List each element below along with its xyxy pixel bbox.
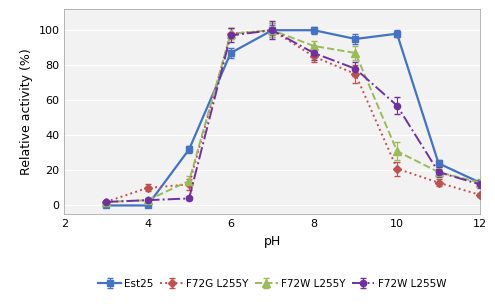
Legend: Est25, F72G L255Y, F72W L255Y, F72W L255W: Est25, F72G L255Y, F72W L255Y, F72W L255… xyxy=(97,277,448,291)
Y-axis label: Relative activity (%): Relative activity (%) xyxy=(20,48,33,175)
X-axis label: pH: pH xyxy=(264,235,281,248)
